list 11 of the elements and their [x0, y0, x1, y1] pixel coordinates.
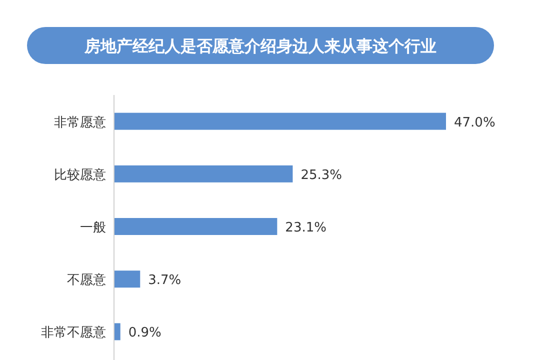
- data-label: 47.0%: [454, 115, 496, 130]
- data-label: 23.1%: [285, 220, 326, 236]
- chart-title: 房地产经纪人是否愿意介绍身边人来从事这个行业: [84, 36, 436, 56]
- data-label: 3.7%: [148, 273, 182, 288]
- y-tick-label: 比较愿意: [54, 168, 106, 183]
- data-label: 25.3%: [300, 168, 342, 183]
- y-tick-label: 一般: [80, 220, 106, 236]
- y-tick-label: 不愿意: [67, 273, 106, 288]
- y-tick-label: 非常不愿意: [41, 326, 106, 341]
- y-tick-label: 非常愿意: [54, 115, 106, 130]
- data-label: 0.9%: [128, 326, 162, 341]
